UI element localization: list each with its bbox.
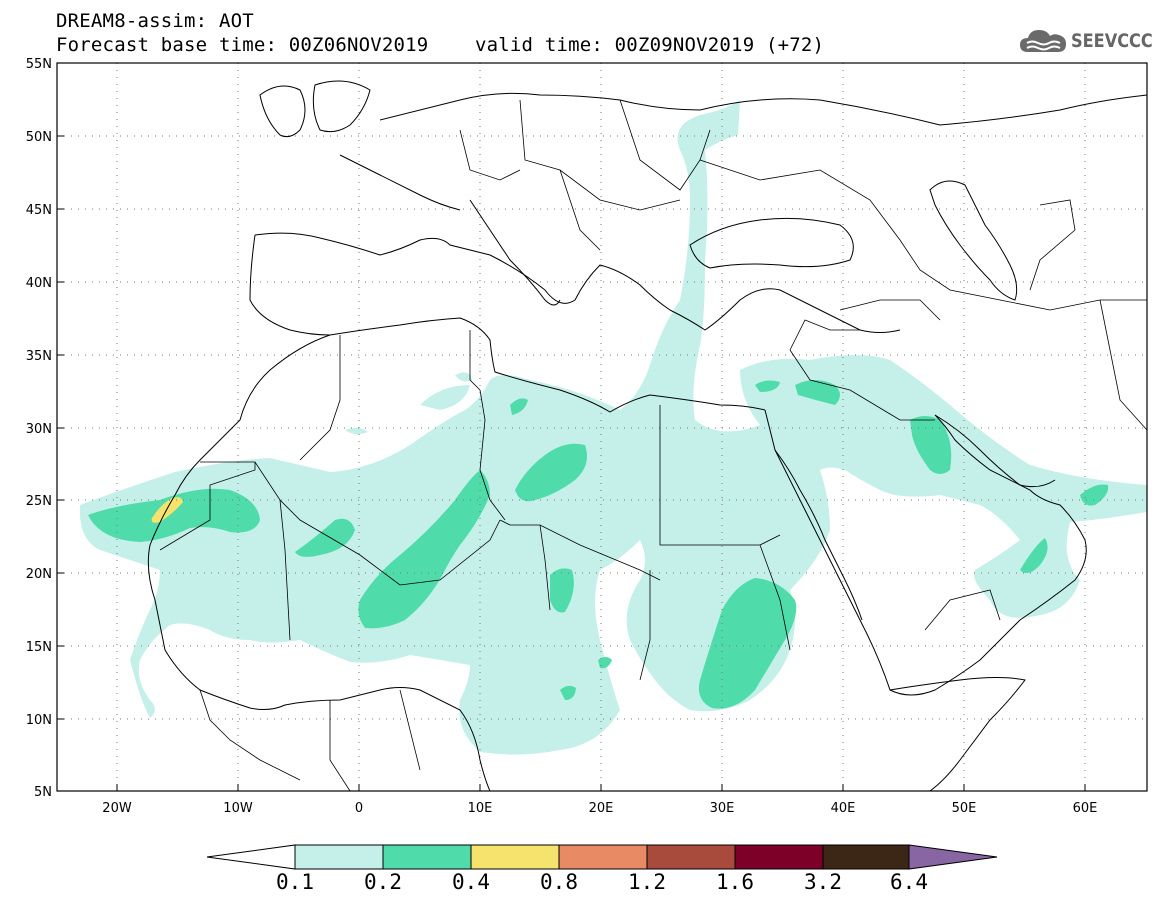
- colorbar-cell: [734, 844, 824, 870]
- colorbar-cell: [206, 844, 296, 870]
- longitude-labels: 20W 10W 0 10E 20E 30E 40E 50E 60E: [102, 801, 1097, 816]
- aot-shading-low: [79, 100, 1147, 755]
- aot-shading-mid: [88, 380, 1109, 709]
- colorbar-cell: [646, 844, 736, 870]
- lon-label: 20E: [589, 801, 614, 816]
- lon-label: 20W: [102, 801, 132, 816]
- colorbar-label: 0.8: [540, 870, 578, 894]
- lat-label: 35N: [26, 349, 52, 364]
- axis-ticks: [57, 135, 1086, 791]
- lat-label: 10N: [26, 713, 52, 728]
- seevccc-logo: SEEVCCC: [1018, 26, 1165, 56]
- colorbar-cell: [382, 844, 472, 870]
- colorbar-label: 6.4: [890, 870, 928, 894]
- lat-label: 25N: [26, 494, 52, 509]
- country-borders: [159, 99, 1147, 791]
- aot-shading-high: [151, 497, 183, 523]
- map-title: DREAM8-assim: AOT: [56, 10, 254, 32]
- lat-label: 20N: [26, 567, 52, 582]
- lon-label: 60E: [1073, 801, 1098, 816]
- lat-label: 5N: [34, 785, 52, 800]
- colorbar-cell: [908, 844, 998, 870]
- colorbar-cell: [558, 844, 648, 870]
- lon-label: 50E: [952, 801, 977, 816]
- colorbar-label: 0.1: [276, 870, 314, 894]
- lon-label: 0: [355, 801, 363, 816]
- logo-text: SEEVCCC: [1071, 30, 1153, 52]
- lon-label: 30E: [710, 801, 735, 816]
- latitude-labels: 55N 50N 45N 40N 35N 30N 25N 20N 15N 10N …: [26, 57, 52, 800]
- colorbar-label: 3.2: [804, 870, 842, 894]
- colorbar-label: 1.6: [716, 870, 754, 894]
- lat-label: 30N: [26, 422, 52, 437]
- colorbar: [206, 844, 998, 870]
- colorbar-label: 0.2: [364, 870, 402, 894]
- lon-label: 40E: [831, 801, 856, 816]
- cloud-icon: [1020, 30, 1066, 52]
- lat-label: 45N: [26, 203, 52, 218]
- lat-label: 40N: [26, 276, 52, 291]
- colorbar-cell: [470, 844, 560, 870]
- lon-label: 10E: [468, 801, 493, 816]
- forecast-time-subtitle: Forecast base time: 00Z06NOV2019 valid t…: [56, 34, 825, 56]
- colorbar-cell: [822, 844, 910, 870]
- coastlines: [147, 80, 1147, 791]
- graticule: [57, 63, 1147, 791]
- lat-label: 50N: [26, 130, 52, 145]
- colorbar-label: 1.2: [628, 870, 666, 894]
- lat-label: 15N: [26, 640, 52, 655]
- lat-label: 55N: [26, 57, 52, 72]
- colorbar-label: 0.4: [452, 870, 490, 894]
- colorbar-cell: [294, 844, 384, 870]
- map-frame: [56, 62, 1148, 792]
- lon-label: 10W: [223, 801, 253, 816]
